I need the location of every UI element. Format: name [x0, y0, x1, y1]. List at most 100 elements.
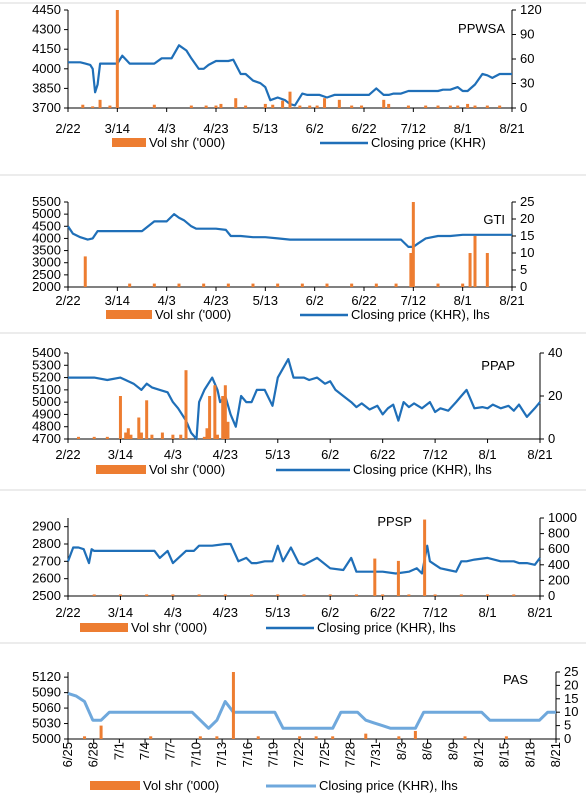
left-tick-label: 4000	[32, 61, 61, 76]
volume-bar	[271, 104, 275, 108]
volume-bar	[374, 283, 378, 287]
left-tick-label: 2600	[32, 571, 61, 586]
left-tick-label: 3500	[32, 243, 61, 258]
x-tick-label: 5/13	[265, 447, 290, 462]
right-tick-label: 10	[520, 245, 534, 260]
volume-bar	[397, 736, 401, 739]
volume-bar	[139, 432, 143, 439]
left-tick-label: 5000	[32, 731, 61, 746]
volume-bar	[184, 370, 188, 439]
right-tick-label: 800	[548, 526, 570, 541]
x-tick-label: 7/19	[265, 742, 280, 767]
legend-volume-swatch	[96, 465, 146, 474]
volume-bar	[205, 428, 209, 439]
right-tick-label: 20	[548, 388, 562, 403]
legend-volume-label: Vol shr ('000)	[143, 778, 219, 793]
x-tick-label: 7/16	[240, 742, 255, 767]
right-tick-label: 30	[520, 76, 534, 91]
right-tick-label: 40	[548, 345, 562, 360]
legend-volume-label: Vol shr ('000)	[155, 307, 231, 322]
volume-bar	[160, 432, 164, 439]
volume-bar	[448, 105, 452, 108]
volume-bar	[152, 283, 156, 287]
legend-price-label: Closing price (KHR), lhs	[319, 778, 458, 793]
chart-title: GTI	[483, 212, 505, 227]
left-tick-label: 2900	[32, 519, 61, 534]
volume-bar	[325, 283, 329, 287]
volume-bar	[409, 253, 413, 287]
x-tick-label: 2/22	[55, 605, 80, 620]
x-tick-label: 6/2	[306, 293, 324, 308]
x-tick-label: 7/31	[368, 742, 383, 767]
volume-bar	[466, 103, 470, 108]
volume-bar	[350, 283, 354, 287]
volume-bar	[256, 736, 260, 739]
left-tick-label: 4150	[32, 41, 61, 56]
volume-bar	[498, 105, 502, 108]
x-tick-label: 8/9	[445, 742, 460, 760]
legend-volume-swatch	[112, 138, 146, 147]
right-tick-label: 0	[548, 431, 555, 446]
left-tick-label: 5500	[32, 194, 61, 209]
volume-bar	[99, 725, 103, 739]
x-tick-label: 4/23	[213, 447, 238, 462]
x-tick-label: 6/22	[351, 121, 376, 136]
volume-bar	[92, 436, 96, 439]
x-tick-label: 5/13	[253, 121, 278, 136]
closing-price-line	[67, 691, 556, 730]
volume-bar	[189, 105, 193, 108]
volume-bar	[231, 672, 235, 739]
x-tick-label: 6/2	[321, 447, 339, 462]
volume-bar	[202, 283, 206, 287]
volume-bar	[373, 558, 377, 596]
x-tick-label: 7/13	[214, 742, 229, 767]
volume-bar	[406, 105, 410, 108]
volume-bar	[145, 594, 149, 596]
volume-bar	[244, 105, 248, 108]
right-tick-label: 600	[548, 541, 570, 556]
volume-bar	[76, 436, 80, 439]
volume-bar	[177, 283, 181, 287]
x-tick-label: 6/2	[321, 605, 339, 620]
left-tick-label: 2500	[32, 267, 61, 282]
x-tick-label: 8/1	[479, 605, 497, 620]
left-tick-label: 3000	[32, 255, 61, 270]
volume-bar	[276, 283, 280, 287]
x-tick-label: 4/3	[164, 447, 182, 462]
volume-bar	[98, 99, 102, 108]
volume-bar	[145, 400, 149, 439]
volume-bar	[179, 434, 183, 439]
volume-bar	[208, 396, 212, 439]
right-tick-label: 200	[548, 572, 570, 587]
volume-bar	[213, 385, 217, 439]
volume-bar	[118, 396, 122, 439]
x-tick-label: 8/1	[479, 447, 497, 462]
volume-bar	[436, 283, 440, 287]
volume-bar	[298, 105, 302, 108]
left-tick-label: 5100	[32, 382, 61, 397]
x-tick-label: 7/12	[401, 293, 426, 308]
chart-legend: Vol shr ('000) Closing price (KHR)	[112, 135, 486, 150]
volume-bar	[300, 283, 304, 287]
legend-volume-label: Vol shr ('000)	[131, 620, 207, 635]
right-tick-label: 20	[564, 677, 578, 692]
volume-bar	[91, 106, 95, 108]
volume-bar	[298, 736, 302, 739]
left-tick-label: 4450	[32, 2, 61, 17]
chart-title: PAS	[503, 672, 528, 687]
left-tick-label: 5120	[32, 669, 61, 684]
left-tick-label: 4700	[32, 431, 61, 446]
x-tick-label: 8/3	[394, 742, 409, 760]
volume-bar	[250, 594, 254, 596]
left-tick-label: 3850	[32, 80, 61, 95]
x-tick-label: 8/15	[497, 742, 512, 767]
volume-bar	[354, 594, 358, 596]
volume-bar	[473, 105, 477, 108]
x-tick-label: 8/1	[454, 293, 472, 308]
legend-price-label: Closing price (KHR), lhs	[351, 307, 490, 322]
x-tick-label: 8/21	[527, 605, 552, 620]
x-tick-label: 6/22	[351, 293, 376, 308]
